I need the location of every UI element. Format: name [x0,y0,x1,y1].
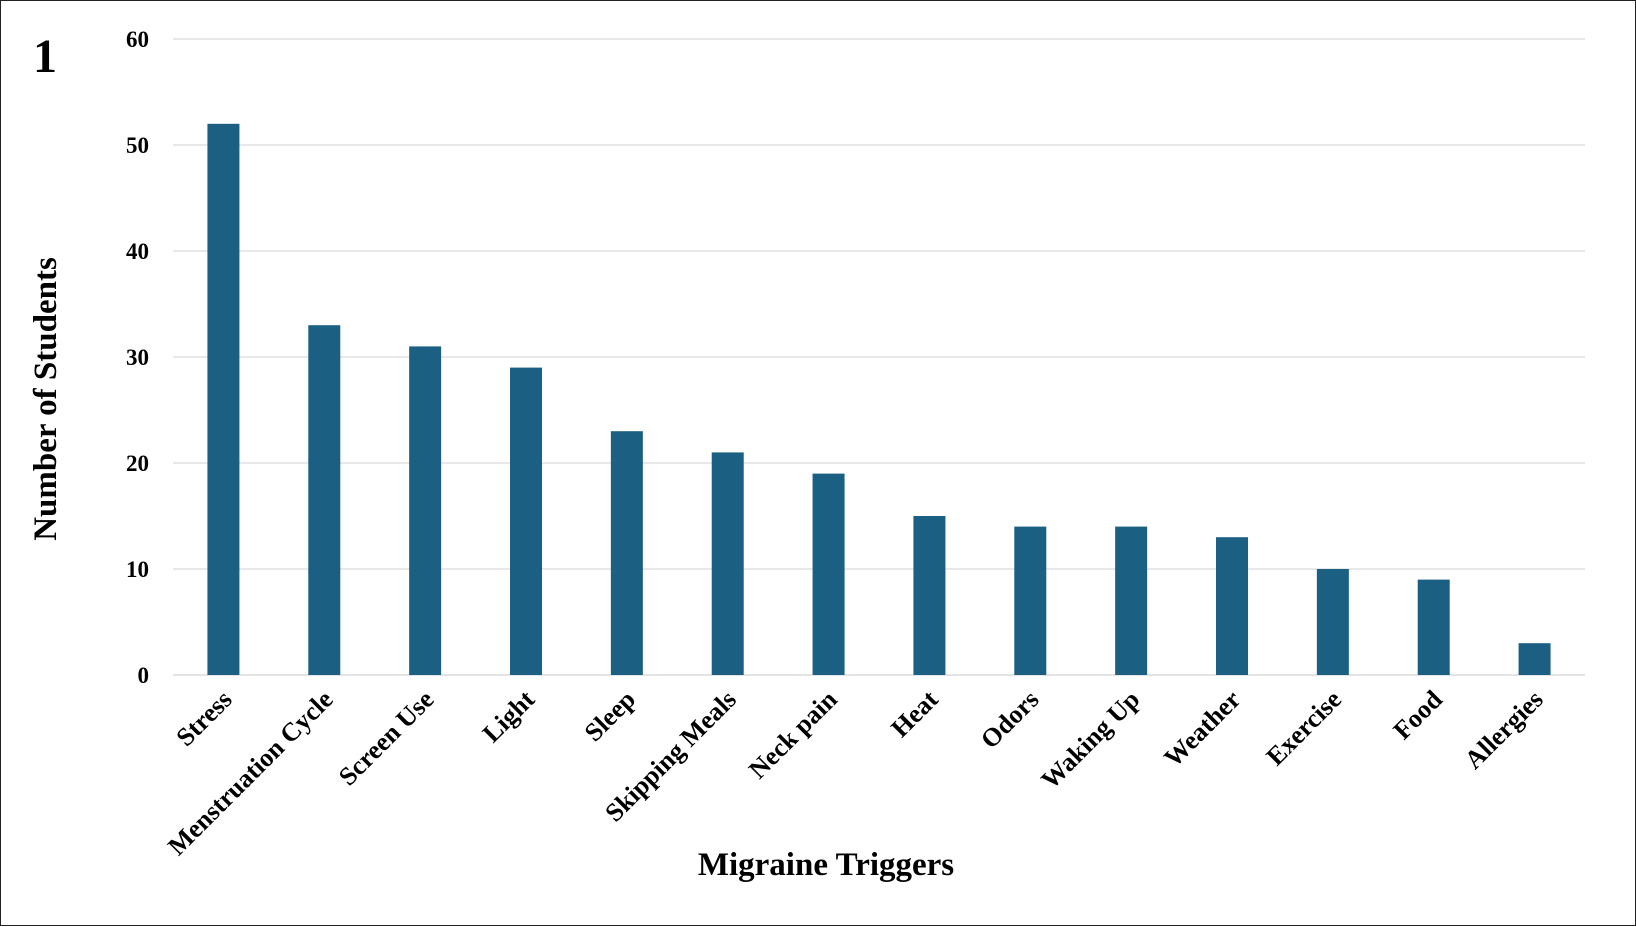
gridlines [173,38,1585,676]
bar-menstruation-cycle [308,325,341,675]
x-tick-label: Waking Up [1035,685,1145,795]
y-tick-label: 60 [126,27,149,52]
x-tick-label: Screen Use [333,685,439,791]
x-tick-label: Neck pain [743,684,843,784]
bar-exercise [1316,569,1349,675]
bar-sleep [610,431,643,675]
x-tick-label: Menstruation Cycle [162,685,338,861]
y-tick-labels: 0 10 20 30 40 50 60 [126,27,149,688]
bar-allergies [1518,643,1551,675]
x-tick-label: Weather [1158,685,1246,773]
x-tick-label: Odors [975,685,1045,755]
bar-neck-pain [812,473,845,675]
bar-heat [913,516,946,675]
x-tick-label: Stress [171,685,238,752]
x-tick-label: Exercise [1261,685,1348,772]
y-tick-label: 20 [126,451,149,476]
bar-screen-use [409,346,442,675]
x-tick-label: Food [1388,684,1449,745]
y-tick-label: 0 [138,663,150,688]
y-axis-title: Number of Students [28,257,64,541]
x-tick-label: Light [477,684,541,748]
bar-light [510,367,542,675]
bar-weather [1216,537,1248,675]
bar-skipping-meals [711,452,744,675]
x-axis-title: Migraine Triggers [698,847,954,883]
bar-food [1417,579,1450,675]
y-tick-label: 30 [126,345,149,370]
bar-waking-up [1115,526,1148,675]
panel-label: 1 [33,30,57,83]
x-tick-label: Sleep [579,685,641,747]
y-tick-label: 50 [126,133,149,158]
y-tick-label: 10 [126,557,149,582]
y-tick-label: 40 [126,239,149,264]
bar-stress [207,123,240,676]
bars [207,123,1551,676]
x-tick-label: Allergies [1459,685,1549,775]
x-tick-label: Heat [885,684,944,743]
bar-odors [1014,526,1047,675]
